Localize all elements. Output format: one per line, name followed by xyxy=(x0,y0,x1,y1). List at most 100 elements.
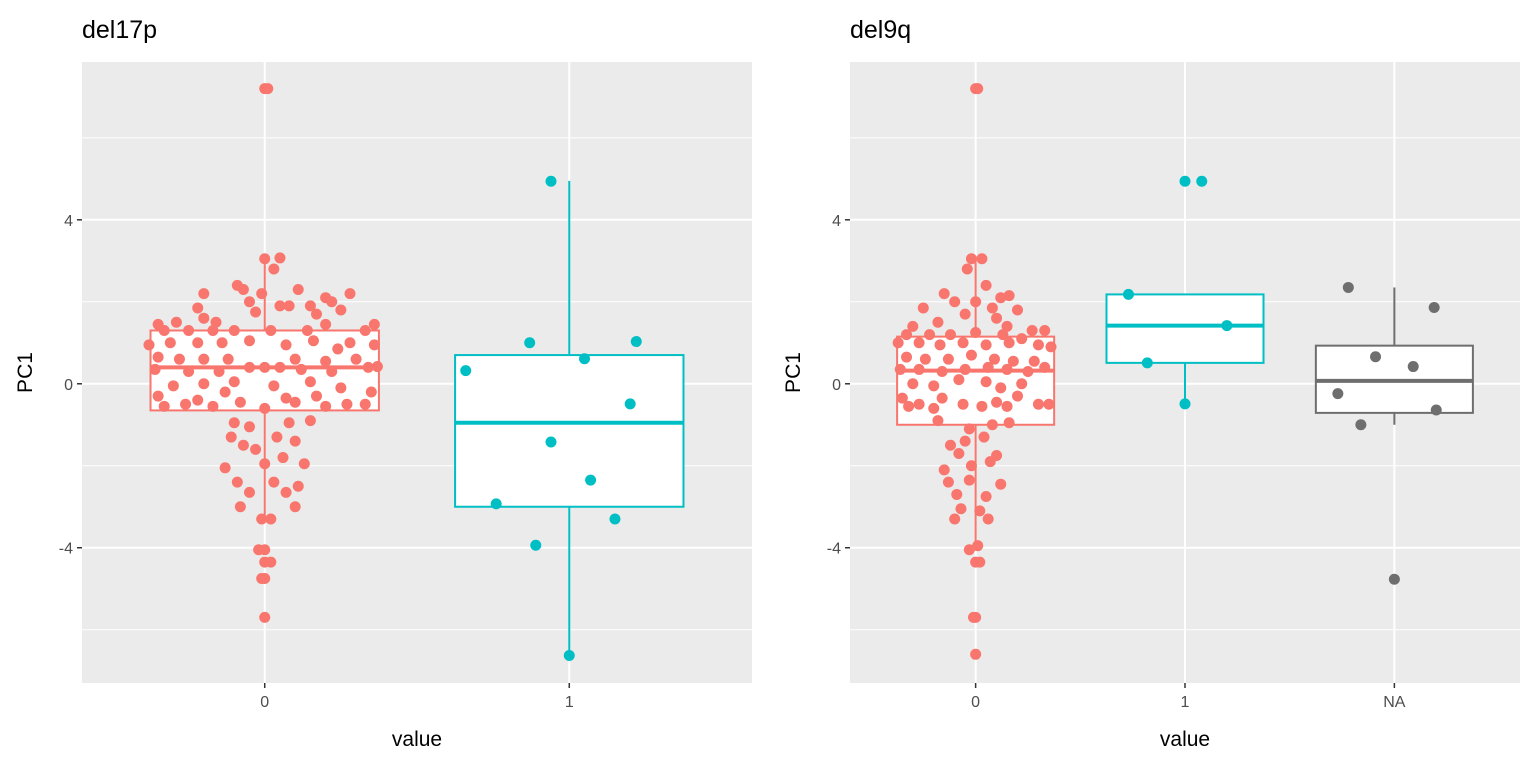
data-point xyxy=(953,447,965,459)
data-point xyxy=(237,439,249,451)
data-point xyxy=(274,252,286,264)
data-point xyxy=(335,304,347,316)
data-point xyxy=(1016,378,1028,390)
data-point xyxy=(298,458,310,470)
data-point xyxy=(256,288,268,300)
data-point xyxy=(225,431,237,443)
data-point xyxy=(262,83,274,95)
data-point xyxy=(976,253,988,265)
x-tick-label: NA xyxy=(1383,694,1406,711)
data-point xyxy=(219,386,231,398)
data-point xyxy=(244,486,255,498)
data-point xyxy=(903,400,915,412)
data-point xyxy=(963,544,975,556)
y-tick-label: -4 xyxy=(827,541,841,558)
y-tick-label: 0 xyxy=(64,377,73,394)
data-point xyxy=(198,378,210,390)
y-axis-label: PC1 xyxy=(782,352,805,393)
data-point xyxy=(244,421,255,433)
data-point xyxy=(292,480,304,492)
data-point xyxy=(545,436,557,448)
data-point xyxy=(970,648,982,660)
data-point xyxy=(1032,398,1044,410)
data-point xyxy=(892,337,904,349)
y-tick-label: 4 xyxy=(832,213,841,230)
data-point xyxy=(1355,419,1367,431)
panel-title: del9q xyxy=(850,16,911,44)
data-point xyxy=(277,452,289,464)
data-point xyxy=(359,324,371,336)
data-point xyxy=(901,351,913,363)
data-point xyxy=(219,462,231,474)
data-point xyxy=(1407,361,1419,373)
data-point xyxy=(183,365,195,377)
data-point xyxy=(949,296,961,308)
data-point xyxy=(335,382,347,394)
x-axis-label: value xyxy=(1160,728,1210,751)
data-point xyxy=(1001,363,1013,375)
data-point xyxy=(1007,355,1019,367)
data-point xyxy=(928,380,940,392)
data-point xyxy=(995,478,1007,490)
data-point xyxy=(630,336,642,348)
data-point xyxy=(311,390,322,402)
data-point xyxy=(1001,400,1013,412)
data-point xyxy=(490,498,502,510)
data-point xyxy=(192,394,204,406)
data-point xyxy=(280,392,292,404)
data-point xyxy=(259,361,271,373)
data-point xyxy=(192,337,204,349)
y-tick-label: 4 xyxy=(64,213,73,230)
data-point xyxy=(344,337,356,349)
data-point xyxy=(907,320,919,332)
data-point xyxy=(945,329,956,341)
data-point xyxy=(250,443,262,455)
data-point xyxy=(1141,357,1153,369)
y-tick-label: -4 xyxy=(59,541,73,558)
data-point xyxy=(972,83,984,95)
data-point xyxy=(965,349,977,361)
data-point xyxy=(932,316,944,328)
data-point xyxy=(301,324,313,336)
data-point xyxy=(976,400,988,412)
data-point xyxy=(955,503,967,515)
data-point xyxy=(963,423,975,435)
data-point xyxy=(259,572,271,584)
data-point xyxy=(173,353,185,365)
x-tick-label: 1 xyxy=(1181,694,1190,711)
data-point xyxy=(158,324,170,336)
data-point xyxy=(980,279,992,291)
data-point xyxy=(961,263,973,275)
data-point xyxy=(222,353,234,365)
data-point xyxy=(365,386,377,398)
data-point xyxy=(995,382,1007,394)
data-point xyxy=(207,324,219,336)
data-point xyxy=(1043,398,1055,410)
data-point xyxy=(359,398,371,410)
data-point xyxy=(579,353,590,365)
data-point xyxy=(970,327,982,339)
data-point xyxy=(1032,339,1044,351)
panel-del9q: -4 0 4 0 1 NA del9q value PC1 xyxy=(782,16,1520,751)
data-point xyxy=(234,501,246,513)
data-point xyxy=(938,288,950,300)
data-point xyxy=(320,400,332,412)
data-point xyxy=(259,402,271,414)
data-point xyxy=(198,288,210,300)
data-point xyxy=(332,343,344,355)
data-point xyxy=(978,431,990,443)
data-point xyxy=(1179,175,1191,187)
data-point xyxy=(304,415,316,427)
data-point xyxy=(216,337,228,349)
data-point xyxy=(295,363,307,375)
y-tick-label: 0 xyxy=(832,377,841,394)
data-point xyxy=(152,390,164,402)
data-point xyxy=(259,544,271,556)
data-point xyxy=(192,302,204,314)
data-point xyxy=(213,365,225,377)
data-point xyxy=(289,396,301,408)
data-point xyxy=(167,380,179,392)
data-point xyxy=(980,339,992,351)
data-point xyxy=(268,263,280,275)
data-point xyxy=(1430,404,1442,416)
